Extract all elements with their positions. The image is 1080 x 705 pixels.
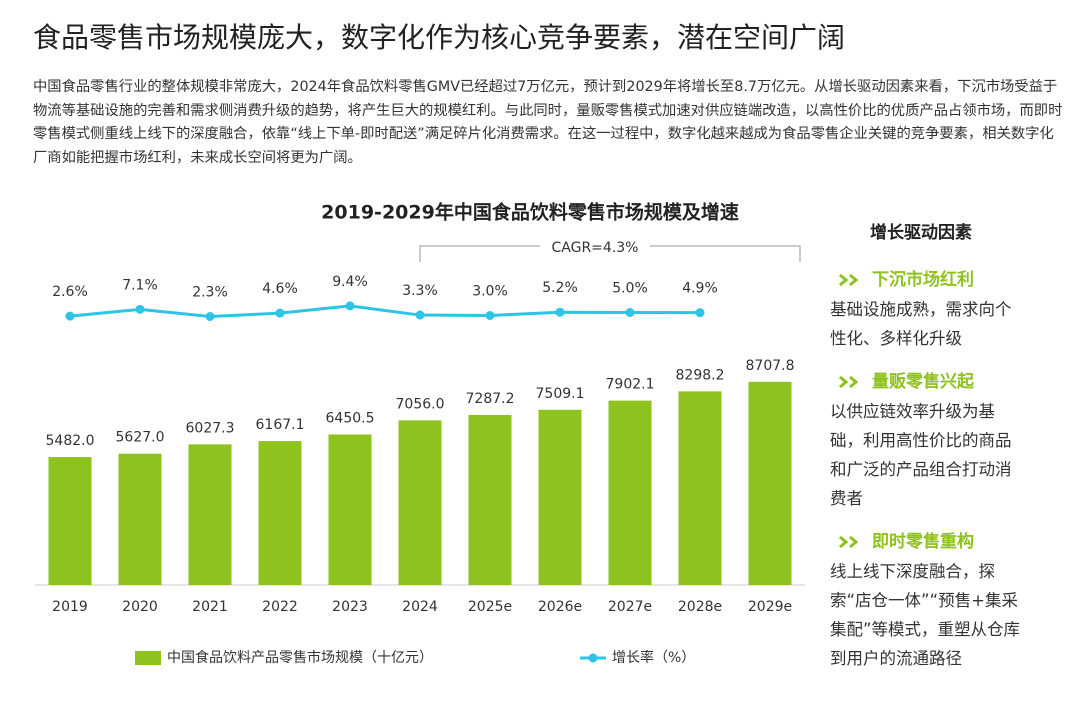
driver-item: 下沉市场红利 基础设施成熟，需求向个性化、多样化升级	[830, 265, 1030, 353]
growth-value-label: 9.4%	[332, 274, 368, 290]
page-title: 食品零售市场规模庞大，数字化作为核心竞争要素，潜在空间广阔	[33, 21, 846, 54]
bar-value-label: 5627.0	[116, 430, 165, 446]
driver-heading: 即时零售重构	[872, 532, 974, 552]
x-tick-label: 2022	[262, 599, 298, 615]
driver-text: 基础设施成熟，需求向个性化、多样化升级	[830, 300, 1012, 348]
growth-value-label: 3.0%	[472, 284, 508, 300]
bar	[468, 414, 512, 585]
bar-value-label: 7287.2	[466, 391, 515, 407]
bar-value-label: 5482.0	[46, 433, 95, 449]
paragraph: 中国食品零售行业的整体规模非常庞大，2024年食品饮料零售GMV已经超过7万亿元…	[33, 79, 1063, 166]
growth-value-label: 4.9%	[682, 281, 718, 297]
x-tick-label: 2029e	[748, 599, 792, 615]
chevron-icon	[839, 375, 859, 389]
growth-point	[65, 311, 75, 321]
x-tick-label: 2024	[402, 599, 438, 615]
growth-value-label: 5.0%	[612, 281, 648, 297]
growth-point	[205, 312, 215, 322]
growth-value-label: 3.3%	[402, 283, 438, 299]
growth-point	[555, 307, 565, 317]
growth-point	[345, 301, 355, 311]
growth-value-label: 4.6%	[262, 281, 298, 297]
bar-value-label: 8298.2	[676, 367, 725, 383]
x-tick-label: 2019	[52, 599, 88, 615]
growth-value-label: 5.2%	[542, 280, 578, 296]
x-tick-label: 2023	[332, 599, 368, 615]
bar	[538, 409, 582, 585]
x-tick-label: 2027e	[608, 599, 652, 615]
growth-line	[69, 304, 701, 319]
bar-value-label: 6167.1	[256, 417, 305, 433]
legend-swatch	[588, 653, 598, 663]
growth-value-label: 2.3%	[192, 285, 228, 301]
bar	[328, 434, 372, 585]
bar-value-label: 6450.5	[326, 410, 375, 426]
sidebar: 增长驱动因素 下沉市场红利 基础设施成熟，需求向个性化、多样化升级 量贩零售兴起…	[830, 218, 1030, 687]
growth-value-label: 2.6%	[52, 284, 88, 300]
growth-value-label: 7.1%	[122, 277, 158, 293]
chart-title: 2019-2029年中国食品饮料零售市场规模及增速	[321, 201, 739, 224]
x-tick-label: 2026e	[538, 599, 582, 615]
bar	[118, 453, 162, 585]
growth-point	[415, 310, 425, 320]
driver-item: 即时零售重构 线上线下深度融合，探索“店仓一体”“预售+集采集配”等模式，重塑从…	[830, 527, 1030, 673]
bar-value-label: 8707.8	[746, 358, 795, 374]
growth-point	[135, 304, 145, 314]
bar	[398, 420, 442, 585]
bar-value-label: 7509.1	[536, 386, 585, 402]
driver-heading: 量贩零售兴起	[872, 372, 974, 392]
driver-text: 线上线下深度融合，探索“店仓一体”“预售+集采集配”等模式，重塑从仓库到用户的流…	[830, 562, 1021, 668]
bar	[608, 400, 652, 585]
growth-point	[485, 311, 495, 320]
bar-value-label: 6027.3	[186, 420, 235, 436]
x-tick-label: 2025e	[468, 599, 512, 615]
bar	[748, 381, 792, 585]
legend-swatch	[135, 651, 161, 665]
driver-heading: 下沉市场红利	[872, 270, 974, 290]
chevron-icon	[839, 273, 859, 287]
bar	[188, 444, 232, 585]
legend-label: 中国食品饮料产品零售市场规模（十亿元）	[167, 649, 433, 666]
cagr-bg	[540, 238, 650, 256]
bar	[678, 391, 722, 585]
driver-item: 量贩零售兴起 以供应链效率升级为基础，利用高性价比的商品和广泛的产品组合打动消费…	[830, 367, 1030, 513]
bar-value-label: 7902.1	[606, 377, 655, 393]
growth-point	[695, 308, 705, 318]
cagr-label: CAGR=4.3%	[552, 240, 639, 256]
bar	[48, 457, 92, 585]
legend-label: 增长率（%）	[612, 649, 695, 666]
bar-value-label: 7056.0	[396, 396, 445, 412]
driver-text: 以供应链效率升级为基础，利用高性价比的商品和广泛的产品组合打动消费者	[830, 402, 1012, 508]
x-tick-label: 2021	[192, 599, 228, 615]
growth-point	[275, 308, 285, 318]
growth-point	[625, 308, 635, 317]
x-tick-label: 2028e	[678, 599, 722, 615]
chevron-icon	[839, 535, 859, 549]
x-tick-label: 2020	[122, 599, 158, 615]
bar	[258, 441, 302, 585]
sidebar-title: 增长驱动因素	[870, 223, 972, 243]
